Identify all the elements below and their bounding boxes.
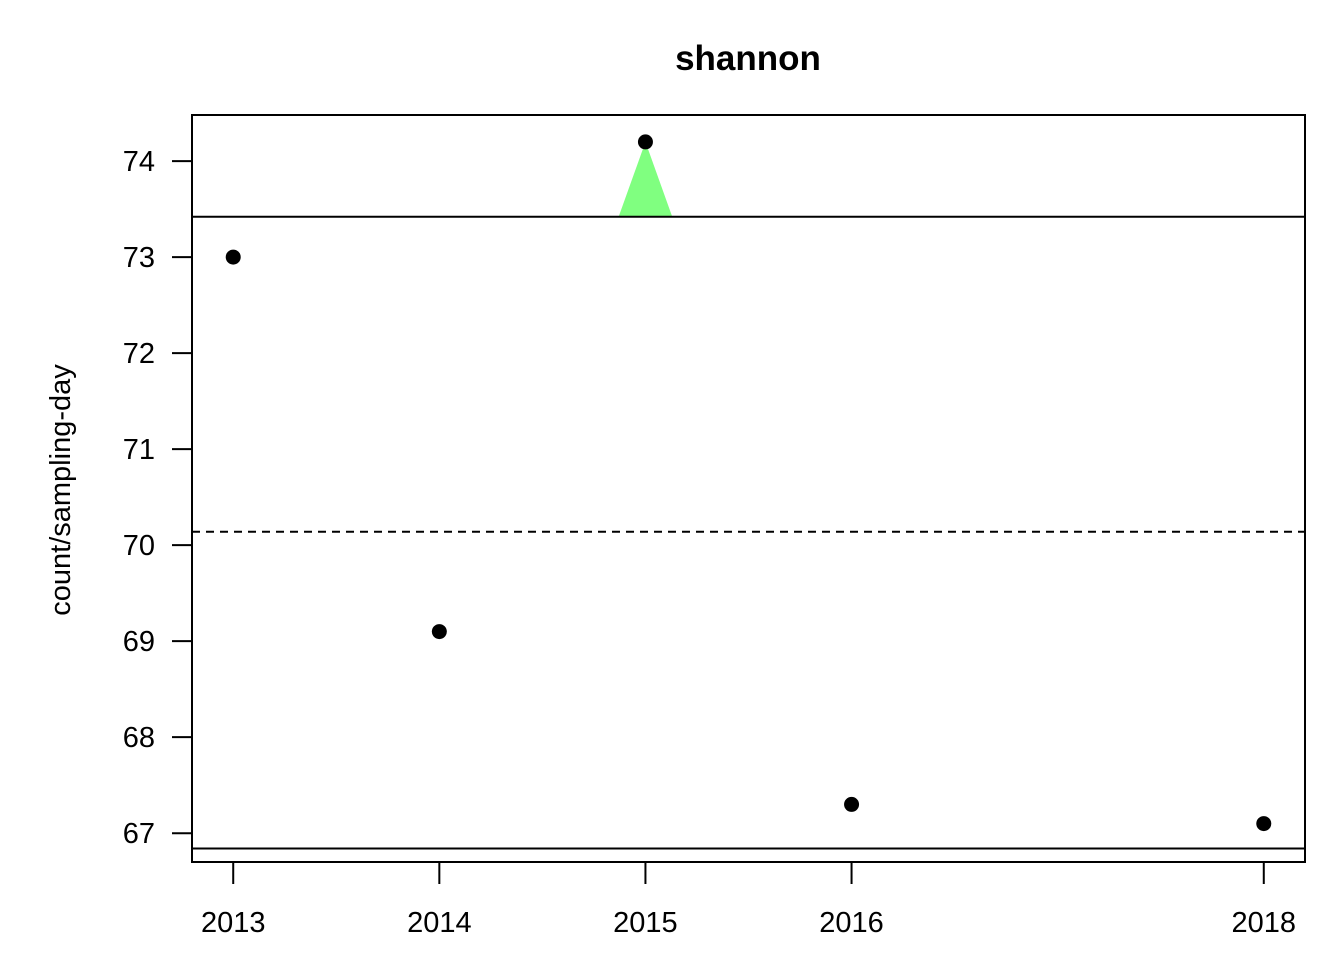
x-tick-label: 2016 bbox=[819, 907, 884, 939]
data-point-2014 bbox=[431, 624, 447, 640]
y-tick-label: 72 bbox=[123, 338, 155, 370]
y-tick-label: 67 bbox=[123, 818, 155, 850]
x-tick-label: 2014 bbox=[407, 907, 472, 939]
y-axis: 67 68 69 70 71 72 73 74 bbox=[123, 146, 192, 850]
y-tick-label: 69 bbox=[123, 626, 155, 658]
x-tick-label: 2018 bbox=[1232, 907, 1297, 939]
y-axis-title: count/sampling-day bbox=[45, 364, 77, 616]
x-tick-label: 2013 bbox=[201, 907, 266, 939]
data-point-2013 bbox=[225, 249, 241, 265]
y-tick-label: 74 bbox=[123, 146, 155, 178]
exceedance-highlight bbox=[618, 141, 673, 217]
chart-title: shannon bbox=[675, 39, 821, 78]
plot-marks bbox=[192, 134, 1305, 850]
data-point-2018 bbox=[1256, 816, 1272, 832]
y-tick-label: 73 bbox=[123, 242, 155, 274]
x-tick-label: 2015 bbox=[613, 907, 678, 939]
data-point-2016 bbox=[844, 796, 860, 812]
x-axis: 2013 2014 2015 2016 2018 bbox=[201, 862, 1296, 939]
data-point-2015 bbox=[637, 134, 653, 150]
y-tick-label: 68 bbox=[123, 722, 155, 754]
plot-frame bbox=[191, 114, 1306, 863]
y-tick-label: 71 bbox=[123, 434, 155, 466]
y-tick-label: 70 bbox=[123, 530, 155, 562]
